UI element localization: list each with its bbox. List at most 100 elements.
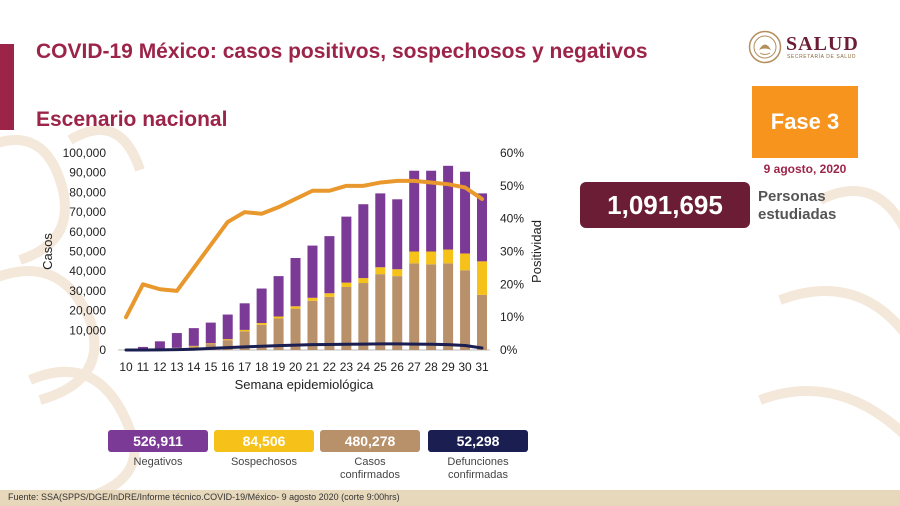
legend-label: Casos confirmados [340,456,400,481]
total-label-line2: estudiadas [758,206,837,223]
report-date: 9 agosto, 2020 [763,162,847,176]
x-tick-label: 11 [137,360,150,374]
bar-sospechosos [324,293,335,297]
bar-confirmados [460,270,471,350]
bar-confirmados [256,324,267,350]
y-tick-label: 80,000 [69,185,106,199]
bar-confirmados [443,263,454,350]
source-note: Fuente: SSA(SPPS/DGE/InDRE/Informe técni… [8,492,400,502]
y2-tick-label: 10% [500,310,524,324]
bar-confirmados [324,296,335,350]
x-tick-label: 29 [441,360,455,374]
y2-tick-label: 60% [500,146,524,160]
x-tick-label: 25 [374,360,388,374]
bar-negativos [273,276,284,317]
legend-item: 526,911 Negativos [108,430,208,469]
bar-negativos [137,346,148,350]
y-tick-label: 0 [99,343,106,357]
bar-sospechosos [205,343,216,345]
logo-subtext: SECRETARÍA DE SALUD [787,54,857,60]
bar-negativos [256,288,267,324]
x-tick-label: 14 [187,360,201,374]
bar-sospechosos [409,251,420,264]
legend-item: 52,298 Defunciones confirmadas [428,430,528,482]
page-subtitle: Escenario nacional [36,108,228,131]
legend-label: Defunciones confirmadas [447,456,509,481]
bar-negativos [205,322,216,344]
y-tick-label: 20,000 [69,304,106,318]
total-label-line1: Personas [758,188,826,205]
y2-tick-label: 50% [500,179,524,193]
total-studied-value: 1,091,695 [580,182,750,228]
bar-confirmados [222,340,233,350]
bar-confirmados [307,300,318,350]
line-defunciones [124,342,484,352]
bar-confirmados [358,283,369,350]
legend-item: 480,278 Casos confirmados [320,430,420,482]
y-tick-label: 30,000 [69,284,106,298]
x-tick-label: 13 [170,360,184,374]
y2-tick-label: 40% [500,212,524,226]
legend-value: 52,298 [428,430,528,452]
x-tick-label: 27 [408,360,422,374]
bar-confirmados [477,294,487,350]
page-title: COVID-19 México: casos positivos, sospec… [36,40,648,63]
bar-negativos [222,314,233,340]
y-tick-label: 10,000 [69,323,106,337]
y-axis-title: Casos [40,233,55,270]
x-tick-label: 28 [424,360,438,374]
chart-labels: 0 10,000 20,000 30,000 40,000 50,000 60,000 70,… [40,146,544,392]
bar-confirmados [409,263,420,350]
x-tick-label: 16 [221,360,235,374]
bar-confirmados [392,276,403,350]
salud-logo: SALUD SECRETARÍA DE SALUD [748,30,860,66]
bar-sospechosos [256,323,267,325]
bar-negativos [154,341,165,350]
bar-sospechosos [239,329,250,332]
bar-negativos [358,204,369,279]
bar-confirmados [239,331,250,350]
logo-text: SALUD [786,33,859,55]
phase-badge: Fase 3 [752,86,858,158]
y2-tick-label: 30% [500,245,524,259]
y2-tick-label: 0% [500,343,518,357]
bar-negativos [341,216,352,283]
bar-sospechosos [392,269,403,277]
bar-confirmados [341,286,352,350]
y-tick-label: 60,000 [69,225,106,239]
bar-sospechosos [358,278,369,284]
bar-confirmados [375,274,386,350]
chart-lines [124,178,484,352]
bar-confirmados [290,308,301,350]
bar-negativos [290,258,301,307]
bar-confirmados [273,318,284,350]
legend-value: 480,278 [320,430,420,452]
bar-confirmados [426,264,437,350]
legend-label: Sospechosos [230,456,298,468]
x-tick-label: 26 [391,360,405,374]
bar-sospechosos [290,306,301,309]
bar-sospechosos [222,339,233,341]
x-tick-label: 22 [323,360,337,374]
x-tick-label: 12 [153,360,167,374]
accent-bar [0,44,14,130]
bar-negativos [188,328,199,346]
x-axis-title: Semana epidemiológica [235,377,375,392]
y2-tick-label: 20% [500,277,524,291]
bar-sospechosos [426,251,437,265]
bar-negativos [392,199,403,270]
legend-value: 84,506 [214,430,314,452]
x-tick-label: 21 [306,360,320,374]
bar-sospechosos [307,297,318,301]
x-tick-label: 15 [204,360,218,374]
x-tick-label: 20 [289,360,303,374]
y2-axis-title: Positividad [529,220,544,283]
y-tick-label: 100,000 [63,146,107,160]
seal-icon [748,30,782,64]
bar-negativos [324,236,335,294]
x-tick-label: 10 [119,360,133,374]
x-tick-label: 18 [255,360,269,374]
x-tick-label: 17 [238,360,252,374]
